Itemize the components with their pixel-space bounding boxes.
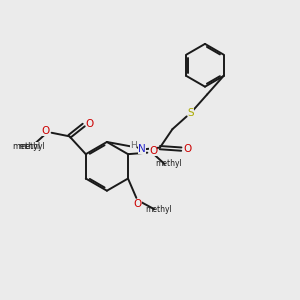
Text: O: O (149, 146, 158, 157)
Text: O: O (85, 118, 94, 128)
Text: H: H (130, 141, 136, 150)
Text: O: O (184, 144, 192, 154)
Text: O: O (134, 200, 142, 209)
Text: methyl: methyl (18, 142, 45, 151)
Text: methyl: methyl (155, 160, 182, 169)
Text: S: S (188, 108, 194, 118)
Text: O: O (41, 126, 50, 136)
Text: N: N (138, 144, 146, 154)
Text: methyl: methyl (12, 142, 40, 151)
Text: methyl: methyl (145, 205, 172, 214)
